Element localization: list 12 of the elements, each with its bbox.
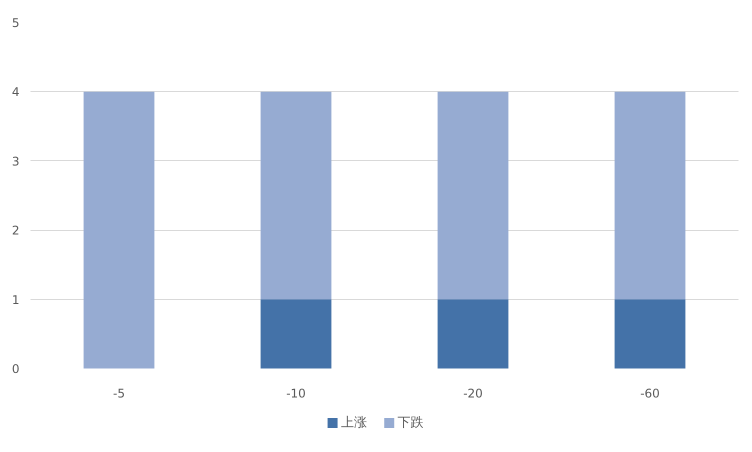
x-tick-label: -20 <box>463 386 483 400</box>
legend-label: 下跌 <box>398 416 424 430</box>
y-tick-label: 2 <box>12 224 20 238</box>
x-tick-label: -10 <box>286 386 306 400</box>
y-tick-label: 5 <box>12 16 20 30</box>
y-tick-label: 0 <box>12 362 20 376</box>
x-tick-label: -60 <box>640 386 660 400</box>
x-tick-label: -5 <box>113 386 125 400</box>
y-tick-label: 3 <box>12 154 20 168</box>
y-tick-label: 4 <box>12 85 20 100</box>
legend-label: 上涨 <box>341 416 368 430</box>
y-tick-label: 1 <box>12 292 20 307</box>
